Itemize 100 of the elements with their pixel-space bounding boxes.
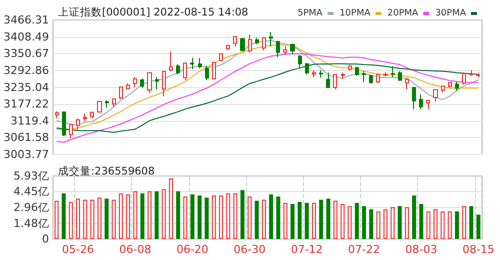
bar — [190, 194, 194, 239]
chart-title: 上证指数[000001] 2022-08-15 14:08 — [58, 6, 248, 18]
bar — [276, 196, 280, 239]
candlestick — [283, 46, 287, 56]
bar — [233, 193, 238, 239]
bar — [212, 195, 216, 239]
bar — [133, 191, 138, 239]
bar — [283, 202, 288, 239]
candlestick — [147, 72, 152, 94]
x-tick-label: 08-03 — [405, 243, 438, 256]
bar — [348, 206, 352, 239]
candlestick — [333, 74, 337, 90]
candlestick — [176, 64, 180, 75]
line-series — [56, 53, 479, 143]
candlestick — [398, 70, 402, 82]
bar — [269, 194, 274, 239]
bar — [183, 196, 188, 239]
candlestick — [476, 72, 480, 78]
candlestick — [441, 85, 445, 93]
candlestick — [133, 76, 137, 88]
candlestick — [112, 98, 116, 108]
bar — [426, 211, 430, 239]
bar — [62, 193, 66, 239]
y-tick-label: 4.45亿 — [14, 185, 49, 198]
candlestick — [198, 57, 202, 69]
bar — [112, 200, 116, 239]
bar — [248, 196, 252, 239]
bar — [469, 206, 474, 239]
candlestick — [412, 86, 416, 110]
bar — [118, 193, 123, 239]
candlestick — [419, 94, 423, 110]
candlestick — [355, 66, 359, 76]
x-tick-label: 07-12 — [290, 243, 323, 256]
candlestick — [255, 37, 259, 45]
bar — [298, 202, 302, 239]
candlestick — [455, 82, 459, 92]
bar — [390, 207, 395, 239]
candlestick — [219, 52, 223, 62]
candlestick — [319, 70, 323, 78]
y-tick-label: 3235.04 — [4, 80, 49, 94]
bar — [376, 211, 380, 239]
y-tick-label: 0 — [42, 232, 49, 246]
bar — [204, 198, 209, 239]
y-tick-label: 3292.86 — [4, 64, 49, 77]
candlestick — [97, 101, 102, 114]
x-tick-label: 07-22 — [348, 243, 380, 256]
candlestick — [298, 54, 302, 68]
y-tick-label: 3350.67 — [4, 47, 49, 60]
candlestick — [233, 36, 237, 48]
x-tick-label: 06-20 — [176, 243, 208, 256]
bar — [412, 195, 416, 239]
bar — [362, 206, 366, 239]
candlestick — [405, 78, 409, 90]
candlestick — [305, 62, 309, 75]
candlestick — [155, 76, 159, 90]
candlestick — [433, 88, 438, 102]
candlestick — [269, 32, 273, 48]
y-tick-label: 5.93亿 — [14, 170, 49, 182]
candlestick — [376, 73, 380, 84]
bar — [319, 200, 324, 239]
candlestick — [90, 112, 94, 119]
bar — [254, 200, 259, 239]
y-tick-label: 3061.58 — [4, 131, 49, 144]
legend-label: 30PMA — [435, 8, 467, 18]
bar — [97, 198, 102, 239]
bar — [83, 200, 88, 239]
bar — [54, 200, 59, 239]
line-series — [56, 63, 479, 133]
bar — [262, 200, 266, 239]
candlestick — [205, 64, 209, 80]
y-tick-label: 1.48亿 — [14, 216, 49, 230]
bar — [312, 202, 316, 239]
bar — [148, 191, 152, 239]
bar — [104, 198, 109, 239]
candlestick — [348, 64, 352, 71]
candlestick — [426, 100, 430, 110]
x-tick-label: 08-15 — [462, 243, 494, 256]
candlestick — [169, 50, 173, 72]
candlestick — [312, 70, 316, 78]
bar — [369, 209, 374, 239]
candlestick — [326, 72, 330, 88]
candlestick — [369, 74, 373, 84]
bar — [398, 206, 402, 239]
bar — [354, 202, 359, 239]
bar — [140, 193, 144, 239]
candlestick — [226, 44, 230, 51]
bar — [440, 211, 445, 239]
bar — [419, 204, 424, 239]
bar — [304, 202, 309, 239]
bar — [240, 190, 244, 239]
bar — [198, 195, 202, 239]
bar — [154, 191, 159, 239]
y-tick-label: 3466.31 — [4, 14, 49, 26]
y-tick-label: 3177.22 — [4, 98, 49, 111]
candlestick — [262, 37, 266, 51]
bar — [290, 204, 295, 239]
y-tick-label: 2.96亿 — [14, 201, 49, 214]
x-tick-label: 06-30 — [234, 243, 266, 256]
candlestick — [240, 37, 245, 52]
y-tick-label: 3408.49 — [4, 30, 49, 44]
